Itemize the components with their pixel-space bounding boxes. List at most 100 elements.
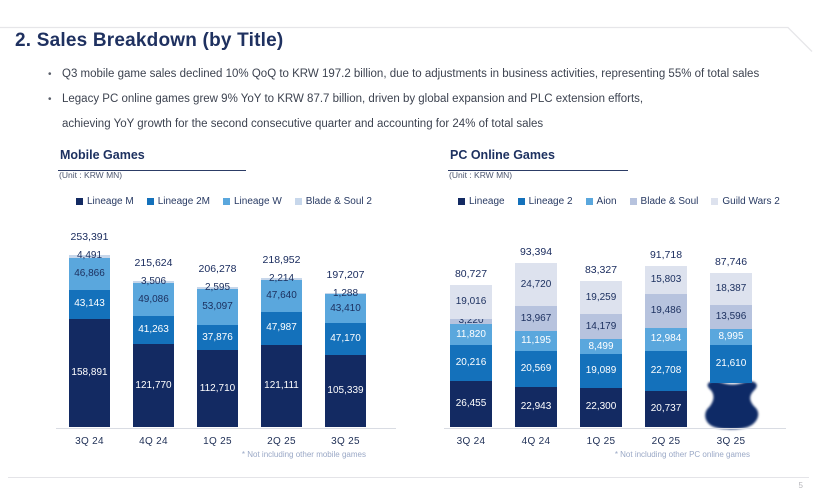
bar-total-label: 253,391 <box>70 230 109 243</box>
segment-value-label: 41,263 <box>138 324 169 336</box>
bar-segment: 20,737 <box>645 390 687 427</box>
legend-item: Blade & Soul 2 <box>294 195 372 207</box>
segment-value-label: 49,086 <box>138 293 169 305</box>
bar-segment: 43,410 <box>325 293 366 324</box>
mobile-legend: Lineage M Lineage 2M Lineage W Blade & Soul… <box>76 195 372 207</box>
bar-segment: 2,595 <box>197 282 238 292</box>
segment-value-label: 158,891 <box>71 367 108 379</box>
segment-value-label: 11,195 <box>521 334 551 346</box>
bar-segment: 121,770 <box>133 344 174 427</box>
legend-label: Lineage W <box>233 195 282 207</box>
segment-value-label: 14,179 <box>585 320 617 332</box>
category-label: 3Q 24 <box>456 436 486 447</box>
category-label: 3Q 25 <box>716 436 746 447</box>
mobile-games-title: Mobile Games <box>60 148 145 162</box>
bullet-list: Q3 mobile game sales declined 10% QoQ to… <box>48 62 788 137</box>
bar-segment: 158,891 <box>69 319 110 427</box>
segment-value-label: 47,640 <box>266 290 297 301</box>
bar-segment: 2,214 <box>261 274 302 284</box>
legend-swatch <box>222 197 230 205</box>
bar-segment: 19,016 <box>450 285 492 319</box>
segment-value-label: 37,876 <box>202 331 233 343</box>
segment-value-label: 26,455 <box>455 397 487 409</box>
bar-total-label: 218,952 <box>262 254 301 267</box>
legend-item: Lineage 2M <box>146 195 210 207</box>
mobile-unit-label: (Unit : KRW MN) <box>59 170 123 180</box>
bar-segment: 13,967 <box>515 306 557 331</box>
legend-item: Lineage <box>458 196 505 207</box>
segment-value-label: 2,214 <box>268 273 295 285</box>
category-label: 2Q 25 <box>267 436 296 447</box>
segment-value-label: 121,770 <box>135 379 172 391</box>
segment-value-label: 3,506 <box>140 275 167 287</box>
bar-segment: 8,499 <box>580 339 622 355</box>
segment-value-label: 1,288 <box>332 287 359 299</box>
legend-item: Aion <box>585 195 617 207</box>
segment-value-label: 53,097 <box>202 300 233 312</box>
segment-value-label: 43,143 <box>74 298 105 310</box>
segment-value-label: 22,943 <box>520 400 552 412</box>
bar-segment: 47,640 <box>261 279 302 313</box>
legend-label: Lineage M <box>87 195 134 207</box>
segment-value-label: 20,737 <box>650 402 682 414</box>
legend-label: Blade & Soul 2 <box>305 195 372 207</box>
bar-segment: 8,995 <box>710 329 752 345</box>
legend-item: Lineage 2 <box>517 195 573 207</box>
segment-value-label: 20,569 <box>520 362 552 374</box>
mobile-games-section-header: Mobile Games <box>58 146 246 171</box>
segment-value-label: 15,803 <box>650 273 682 285</box>
legend-label: Lineage 2 <box>528 195 573 207</box>
bar-segment: 18,387 <box>710 272 752 306</box>
legend-swatch <box>146 197 154 205</box>
bar-segment: 14,179 <box>580 314 622 340</box>
segment-value-label: 13,967 <box>520 312 552 324</box>
bar-total-label: 87,746 <box>714 255 748 268</box>
bar-total-label: 80,727 <box>454 268 488 281</box>
category-label: 1Q 25 <box>203 436 232 447</box>
category-label: 2Q 25 <box>651 436 681 447</box>
segment-value-label: 43,410 <box>330 302 361 314</box>
bullet-item: Q3 mobile game sales declined 10% QoQ to… <box>48 62 788 87</box>
legend-swatch <box>711 197 719 205</box>
bar-total-label: 197,207 <box>326 269 365 282</box>
bar-segment: 4,491 <box>69 251 110 261</box>
segment-value-label: 105,339 <box>327 385 364 397</box>
category-label: 4Q 24 <box>521 436 551 447</box>
bar-segment: 15,803 <box>645 265 687 294</box>
segment-value-label: 8,499 <box>588 340 614 352</box>
legend-label: Aion <box>596 195 617 207</box>
segment-value-label: 8,995 <box>718 330 744 342</box>
legend-swatch <box>585 197 593 205</box>
segment-value-label: 13,596 <box>715 311 747 323</box>
bar-segment: 112,710 <box>197 350 238 427</box>
segment-value-label: 22,708 <box>650 364 682 376</box>
pc-games-section-header: PC Online Games <box>448 146 628 171</box>
bar-segment: 53,097 <box>197 288 238 325</box>
segment-value-label: 20,216 <box>455 356 487 368</box>
segment-value-label: 21,610 <box>715 357 747 369</box>
footer-divider <box>8 477 809 478</box>
legend-swatch <box>294 197 302 205</box>
segment-value-label: 47,170 <box>330 333 361 345</box>
legend-swatch <box>458 197 465 205</box>
legend-item: Lineage M <box>76 196 134 207</box>
bar-segment: 49,086 <box>133 282 174 317</box>
legend-label: Guild Wars 2 <box>722 195 780 207</box>
bar-segment: 20,569 <box>515 350 557 387</box>
bar-total-label: 93,394 <box>519 246 553 258</box>
bar-segment: 19,259 <box>580 280 622 315</box>
segment-value-label: 12,984 <box>650 333 682 345</box>
category-label: 3Q 25 <box>331 436 360 447</box>
bar-segment: 121,111 <box>261 344 302 427</box>
bar-segment: 19,486 <box>645 293 687 328</box>
legend-label: Lineage 2M <box>157 195 210 207</box>
segment-value-label: 19,259 <box>585 291 617 303</box>
category-label: 1Q 25 <box>586 436 616 447</box>
bar-segment: 3,506 <box>133 276 174 286</box>
legend-label: Lineage <box>469 195 505 207</box>
bar-segment: 3,220 <box>450 316 492 326</box>
bar-segment: 20,216 <box>450 345 492 381</box>
bar-segment: 22,708 <box>645 350 687 391</box>
legend-item: Lineage W <box>222 195 282 207</box>
